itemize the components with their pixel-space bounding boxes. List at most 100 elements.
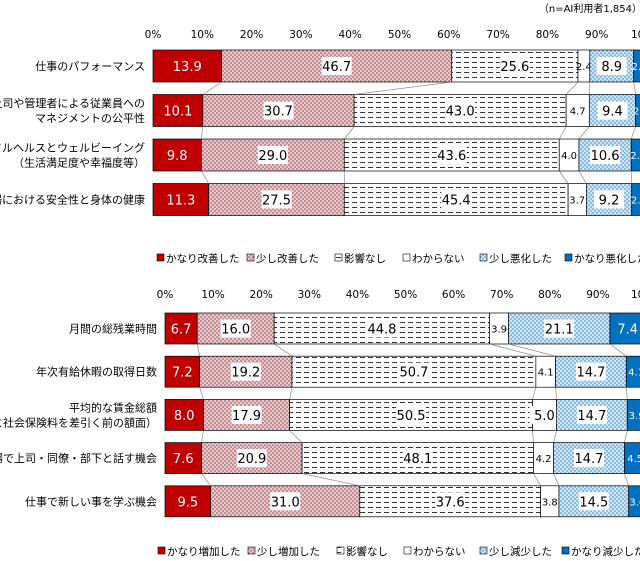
data-label: 43.6 <box>437 149 466 164</box>
data-label: 30.7 <box>264 105 293 120</box>
connector-line <box>565 81 579 95</box>
data-label: 11.3 <box>166 194 195 209</box>
legend-swatch <box>561 546 570 555</box>
data-label: 2.9 <box>631 196 640 207</box>
tick-label: 10% <box>191 29 214 41</box>
legend-swatch <box>157 546 166 555</box>
data-label-bg <box>366 319 397 338</box>
connector-line <box>202 81 222 95</box>
data-label-bg <box>231 405 262 424</box>
data-label-bg <box>436 146 467 164</box>
category-label: （税金と社会保険料を差引く前の額面） <box>0 415 157 429</box>
bar-segment <box>164 485 212 518</box>
tick-label: 60% <box>437 29 460 41</box>
data-label: 13.9 <box>173 60 202 75</box>
tick-label: 100% <box>631 289 640 301</box>
data-label: 4.1 <box>538 368 554 379</box>
category-label: 仕事で新しい事を学ぶ機会 <box>25 494 157 508</box>
data-label-bg <box>575 362 606 381</box>
bar-segment <box>624 442 640 474</box>
data-label: 2.9 <box>630 151 640 162</box>
bar-segment <box>152 183 210 216</box>
connector-line <box>200 126 204 140</box>
legend-label: かなり減少した <box>571 545 640 558</box>
bar-segment <box>152 138 202 172</box>
bar-segment <box>164 399 204 431</box>
tick-label: 20% <box>240 29 263 41</box>
tick-label: 70% <box>490 289 513 301</box>
data-label-bg <box>544 319 575 338</box>
data-label-bg <box>590 146 621 164</box>
legend-label: 影響なし <box>346 545 388 558</box>
data-label: 3.8 <box>542 497 558 508</box>
bar-segment <box>625 355 640 388</box>
data-label: 27.5 <box>262 194 291 209</box>
connector-line <box>199 387 204 400</box>
tick-label: 0% <box>145 29 162 41</box>
legend-swatch <box>246 253 255 262</box>
data-label: 7.4 <box>617 323 638 338</box>
legend-swatch <box>479 253 488 262</box>
connector-line <box>558 126 567 140</box>
category-label: 月間の総残業時間 <box>69 322 157 336</box>
legend-swatch <box>334 253 343 262</box>
connector-line <box>201 430 204 443</box>
data-label: 19.2 <box>231 366 260 381</box>
connector-line <box>624 473 630 486</box>
data-label-bg <box>435 492 466 511</box>
bar-segment <box>152 94 204 127</box>
data-label: 46.7 <box>322 60 351 75</box>
connector-line <box>609 343 627 357</box>
data-label-bg <box>574 449 605 468</box>
tick-label: 10% <box>201 289 224 301</box>
legend-label: かなり悪化した <box>574 252 640 265</box>
connector-line <box>578 126 590 140</box>
tick-label: 20% <box>250 289 273 301</box>
category-label: マネジメントの公平性 <box>35 111 145 125</box>
bar-segment <box>631 183 640 216</box>
legend-label: かなり増加した <box>167 545 241 558</box>
legend-label: わからない <box>413 546 466 558</box>
legend-label: わからない <box>412 253 465 265</box>
data-label-bg <box>578 492 609 511</box>
data-label: 3.9 <box>491 325 507 336</box>
legend-swatch <box>402 253 411 262</box>
category-label: 平均的な賃金総額 <box>69 400 157 414</box>
data-label: 7.2 <box>172 366 193 381</box>
legend-swatch <box>156 253 165 262</box>
data-label-bg <box>257 146 288 164</box>
tick-label: 90% <box>586 289 609 301</box>
data-label-bg <box>441 190 472 209</box>
bar-segment <box>200 138 345 172</box>
legend-label: 少し増加した <box>257 545 320 558</box>
data-label: 14.5 <box>579 495 608 510</box>
data-label-bg <box>220 319 251 338</box>
data-label: 43.0 <box>446 105 475 120</box>
tick-label: 50% <box>394 289 417 301</box>
data-label: 10.6 <box>591 149 620 164</box>
data-label: 10.1 <box>163 105 192 120</box>
connector-line <box>354 81 452 95</box>
connector-line <box>630 126 636 140</box>
bar-segment <box>626 399 640 431</box>
legend-swatch <box>479 546 488 555</box>
bar-segment <box>635 94 640 127</box>
data-label: 17.9 <box>232 409 261 424</box>
data-label: 2.4 <box>632 62 640 73</box>
connector-line <box>289 430 303 443</box>
data-label: 37.6 <box>436 495 465 510</box>
legend-label: 少し悪化した <box>489 252 552 265</box>
tick-label: 0% <box>157 289 174 301</box>
data-label-bg <box>499 57 530 75</box>
category-label: メンタルヘルスとウェルビーイング <box>0 141 145 155</box>
data-label: 25.6 <box>500 60 529 75</box>
data-label: 20.9 <box>237 452 266 467</box>
bar-segment <box>152 49 222 83</box>
tick-label: 30% <box>298 289 321 301</box>
connector-line <box>344 126 355 140</box>
data-label-bg <box>596 57 627 75</box>
data-label: 29.0 <box>258 149 287 164</box>
legend-label: 少し改善した <box>256 252 319 265</box>
tick-label: 30% <box>289 29 312 41</box>
data-label: 9.5 <box>178 495 199 510</box>
